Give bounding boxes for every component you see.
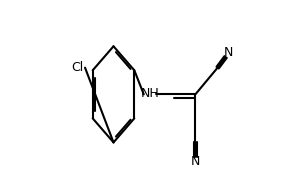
Text: N: N — [224, 46, 233, 59]
Text: NH: NH — [141, 87, 159, 100]
Text: N: N — [191, 155, 200, 168]
Text: Cl: Cl — [71, 61, 83, 74]
